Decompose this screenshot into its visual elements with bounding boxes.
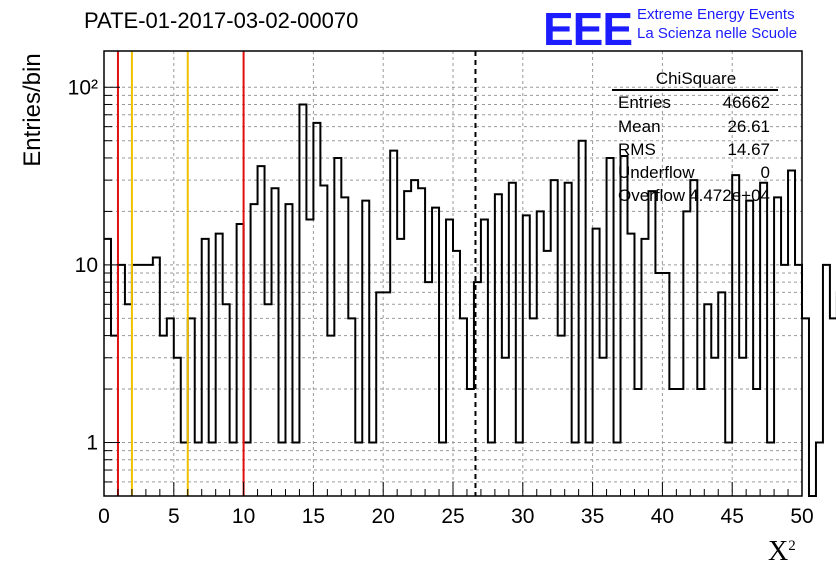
eee-logo: EEE Extreme Energy Events La Scienza nel…	[543, 2, 833, 55]
stats-value: 26.61	[727, 117, 770, 136]
stats-value: 0	[760, 163, 770, 182]
stats-row-rms: RMS 14.67	[618, 140, 776, 162]
x-tick-label: 45	[721, 505, 744, 528]
logo-line1: Extreme Energy Events	[637, 6, 795, 23]
stats-label: Mean	[618, 117, 661, 136]
x-tick-label: 30	[511, 505, 534, 528]
stats-label: Underflow	[618, 163, 695, 182]
stats-value: 46662	[722, 93, 770, 112]
stats-value: 14.67	[727, 140, 770, 159]
stats-label: Overflow	[618, 186, 686, 205]
x-tick-label: 35	[581, 505, 604, 528]
stats-rule	[612, 89, 778, 91]
x-tick-label: 5	[168, 505, 180, 528]
x-tick-label: 50	[790, 505, 813, 528]
logo-mark: EEE	[543, 3, 633, 55]
x-tick-label: 10	[232, 505, 255, 528]
x-tick-label: 40	[651, 505, 674, 528]
stats-value: 4.472e+04	[689, 186, 770, 205]
stats-label: RMS	[618, 140, 656, 159]
stats-row-underflow: Underflow 0	[618, 163, 776, 185]
stats-row-mean: Mean 26.61	[618, 117, 776, 139]
y-tick-label: 1	[86, 432, 98, 455]
x-tick-label: 15	[302, 505, 325, 528]
x-tick-label: 0	[98, 505, 110, 528]
stats-title: ChiSquare	[655, 69, 737, 88]
stats-label: Entries	[618, 93, 671, 112]
x-tick-label: 20	[372, 505, 395, 528]
y-tick-label: 10²	[68, 76, 98, 99]
plot-title: PATE-01-2017-03-02-00070	[84, 8, 359, 33]
histogram-line	[104, 103, 836, 497]
y-tick-label: 10	[75, 254, 98, 277]
x-axis-label: X2	[768, 536, 796, 567]
stats-row-entries: Entries 46662	[618, 93, 776, 115]
stats-row-overflow: Overflow 4.472e+04	[618, 186, 776, 208]
x-tick-label: 25	[441, 505, 464, 528]
stats-box: ChiSquare Entries 46662 Mean 26.61 RMS 1…	[612, 67, 780, 207]
logo-line2: La Scienza nelle Scuole	[637, 25, 798, 42]
